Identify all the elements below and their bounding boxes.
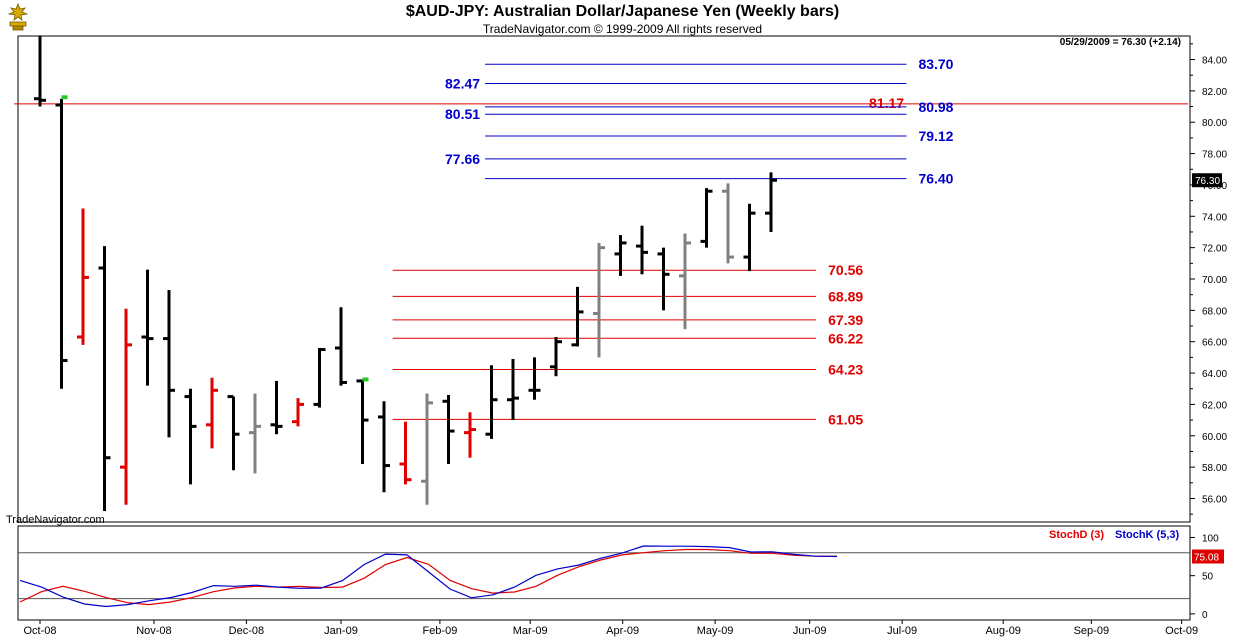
price-axis-label: 80.00: [1202, 118, 1227, 129]
stochastic-axis-label: 50: [1202, 572, 1214, 583]
stochastic-last-marker: [1192, 549, 1224, 564]
price-axis-label: 60.00: [1202, 432, 1227, 443]
price-panel-frame: [17, 35, 1191, 523]
time-axis-label: Sep-09: [1074, 625, 1109, 637]
level-label: 66.22: [828, 330, 863, 346]
price-axis-label: 62.00: [1202, 400, 1227, 411]
time-axis-label: Nov-08: [136, 625, 171, 637]
last-price-marker: [1192, 173, 1222, 188]
level-label: 76.40: [918, 171, 953, 187]
time-axis-label: May-09: [697, 625, 734, 637]
price-axis-label: 82.00: [1202, 87, 1227, 98]
time-axis-label: Apr-09: [606, 625, 639, 637]
stochd-line: [19, 548, 837, 606]
price-axis-label: 78.00: [1202, 150, 1227, 161]
time-axis-label: Aug-09: [985, 625, 1020, 637]
level-label: 70.56: [828, 262, 863, 278]
level-label: 79.12: [918, 128, 953, 144]
stochd-legend: StochD (3): [1049, 529, 1104, 541]
last-price-value: 76.30: [1195, 176, 1220, 187]
time-axis-label: Feb-09: [422, 625, 457, 637]
level-label: 83.70: [918, 56, 953, 72]
time-axis-label: Jul-09: [887, 625, 917, 637]
level-label: 80.98: [918, 99, 953, 115]
level-label: 82.47: [445, 76, 480, 92]
time-axis-label: Jun-09: [793, 625, 827, 637]
price-axis-label: 56.00: [1202, 494, 1227, 505]
price-axis-label: 58.00: [1202, 463, 1227, 474]
level-label: 68.89: [828, 288, 863, 304]
stochastic-axis-label: 100: [1202, 533, 1219, 544]
level-label: 81.17: [869, 95, 904, 111]
chart-title: $AUD-JPY: Australian Dollar/Japanese Yen…: [405, 3, 840, 20]
price-readout: 05/29/2009 = 76.30 (+2.14): [1059, 37, 1181, 48]
price-axis-label: 64.00: [1202, 369, 1227, 380]
price-axis-label: 68.00: [1202, 306, 1227, 317]
stochastic-panel-frame: [17, 525, 1191, 621]
level-label: 64.23: [828, 361, 863, 377]
price-axis-label: 72.00: [1202, 244, 1227, 255]
level-label: 61.05: [828, 411, 863, 427]
price-axis-label: 84.00: [1202, 56, 1227, 67]
price-axis-label: 74.00: [1202, 212, 1227, 223]
time-axis-label: Jan-09: [324, 625, 358, 637]
time-axis-label: Dec-08: [229, 625, 264, 637]
time-axis-label: Oct-08: [23, 625, 56, 637]
stochastic-axis-label: 0: [1202, 610, 1208, 621]
stochastic-last-value: 75.08: [1194, 553, 1219, 564]
level-label: 80.51: [445, 106, 480, 122]
time-axis-label: Mar-09: [513, 625, 548, 637]
time-axis-label: Oct-09: [1165, 625, 1198, 637]
watermark-label: TradeNavigator.com: [6, 514, 105, 526]
price-axis-label: 70.00: [1202, 275, 1227, 286]
level-label: 77.66: [445, 151, 480, 167]
price-axis-label: 66.00: [1202, 338, 1227, 349]
level-label: 67.39: [828, 312, 863, 328]
stochk-legend: StochK (5,3): [1115, 529, 1180, 541]
stochk-line: [19, 545, 838, 608]
copyright-subtitle: TradeNavigator.com © 1999-2009 All right…: [482, 22, 763, 36]
tradenavigator-logo-icon: [4, 2, 32, 37]
